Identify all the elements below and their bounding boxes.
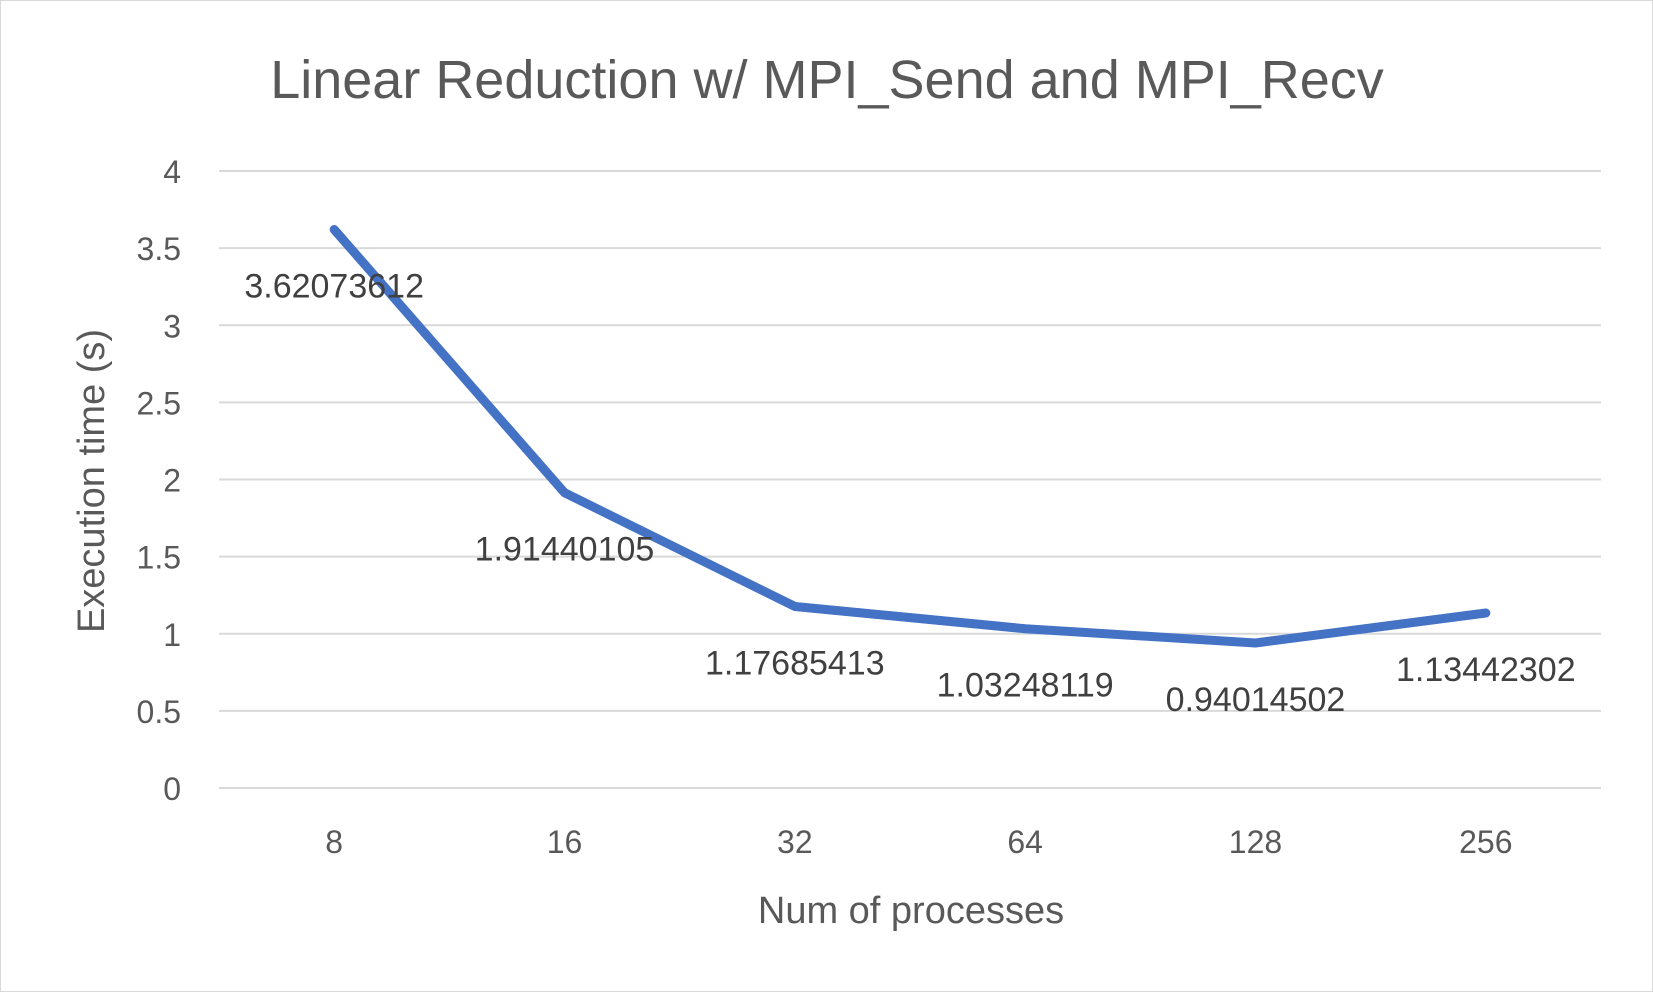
y-tick-label: 4 — [163, 154, 181, 190]
x-tick-label: 8 — [325, 824, 343, 860]
data-label: 1.91440105 — [475, 531, 655, 569]
y-axis-ticks: 0 0.5 1 1.5 2 2.5 3 3.5 4 — [137, 154, 181, 807]
data-point — [1024, 627, 1027, 630]
x-tick-label: 256 — [1459, 824, 1512, 860]
x-tick-label: 64 — [1007, 824, 1043, 860]
series-layer — [329, 225, 1491, 648]
data-point — [793, 605, 796, 608]
y-tick-label: 0.5 — [137, 694, 181, 730]
x-axis-ticks: 8 16 32 64 128 256 — [325, 824, 1512, 860]
data-point — [1484, 612, 1487, 615]
data-label: 0.94014502 — [1166, 681, 1346, 719]
data-labels: 3.62073612 1.91440105 1.17685413 1.03248119… — [244, 268, 1575, 719]
y-tick-label: 1.5 — [137, 540, 181, 576]
data-label: 1.03248119 — [937, 667, 1114, 705]
y-tick-label: 2.5 — [137, 385, 181, 421]
y-tick-label: 0 — [163, 771, 181, 807]
y-tick-label: 1 — [163, 617, 181, 653]
x-tick-label: 128 — [1229, 824, 1282, 860]
y-tick-label: 3 — [163, 308, 181, 344]
x-tick-label: 16 — [547, 824, 583, 860]
data-label: 1.17685413 — [705, 644, 885, 682]
x-axis-label: Num of processes — [758, 890, 1064, 932]
data-label: 3.62073612 — [244, 268, 424, 306]
gridlines — [219, 170, 1601, 789]
y-tick-label: 2 — [163, 463, 181, 499]
data-point — [1254, 641, 1257, 644]
y-axis-label: Execution time (s) — [71, 329, 113, 633]
chart-title: Linear Reduction w/ MPI_Send and MPI_Rec… — [270, 50, 1384, 110]
series-line — [329, 225, 1491, 648]
y-tick-label: 3.5 — [137, 231, 181, 267]
x-tick-label: 32 — [777, 824, 813, 860]
data-point — [333, 228, 336, 231]
data-label: 1.13442302 — [1396, 651, 1576, 689]
data-point — [563, 491, 566, 494]
